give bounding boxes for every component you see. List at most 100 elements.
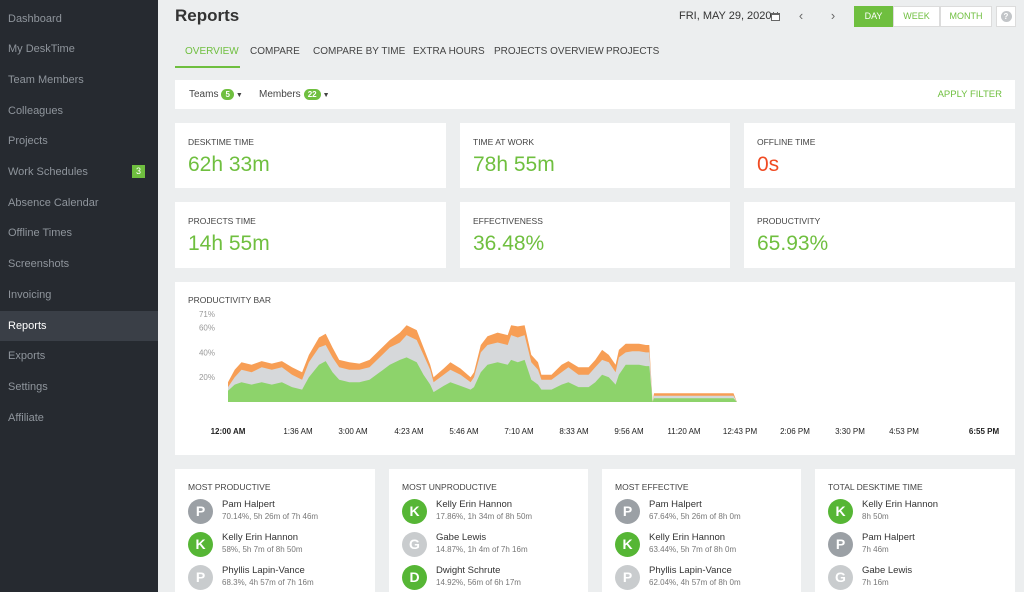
list-item[interactable]: K Kelly Erin Hannon 63.44%, 5h 7m of 8h 0m bbox=[615, 532, 795, 564]
teams-count-badge: 5 bbox=[221, 89, 234, 100]
tab-compare[interactable]: COMPARE bbox=[250, 46, 300, 57]
avatar: P bbox=[188, 565, 213, 590]
sidebar-item-screenshots[interactable]: Screenshots bbox=[0, 249, 158, 279]
list-title: MOST UNPRODUCTIVE bbox=[402, 482, 497, 492]
y-tick-label: 71% bbox=[199, 310, 215, 319]
x-tick-label: 3:00 AM bbox=[338, 427, 368, 436]
caret-down-icon: ▼ bbox=[322, 92, 330, 99]
tab-overview[interactable]: OVERVIEW bbox=[185, 46, 239, 57]
range-toggle: DAY WEEK MONTH bbox=[854, 6, 992, 27]
stat-value: 0s bbox=[757, 153, 780, 176]
apply-filter-button[interactable]: APPLY FILTER bbox=[937, 89, 1002, 100]
list-item[interactable]: K Kelly Erin Hannon 8h 50m bbox=[828, 499, 1008, 531]
sidebar-item-dashboard[interactable]: Dashboard bbox=[0, 4, 158, 34]
person-detail: 58%, 5h 7m of 8h 50m bbox=[222, 545, 303, 554]
date-label[interactable]: FRI, MAY 29, 2020 bbox=[679, 10, 772, 22]
most-effective-card: MOST EFFECTIVE P Pam Halpert 67.64%, 5h 26… bbox=[602, 469, 801, 592]
x-tick-label: 12:43 PM bbox=[723, 427, 758, 436]
x-tick-label: 5:46 AM bbox=[449, 427, 479, 436]
avatar: G bbox=[402, 532, 427, 557]
x-tick-label: 6:55 PM bbox=[969, 427, 1000, 436]
x-tick-label: 9:56 AM bbox=[614, 427, 644, 436]
list-item[interactable]: P Phyllis Lapin-Vance 62.04%, 4h 57m of 8h… bbox=[615, 565, 795, 592]
sidebar-item-label: Colleagues bbox=[8, 105, 64, 117]
stat-card-desktime-time: DESKTIME TIME 62h 33m bbox=[175, 123, 446, 188]
notification-badge: 3 bbox=[132, 165, 145, 178]
filter-bar: Teams 5 ▼ Members 22 ▼ APPLY FILTER bbox=[175, 80, 1015, 109]
person-detail: 8h 50m bbox=[862, 512, 889, 521]
productivity-bar-chart[interactable]: 71% 60% 40% 20% 12:00 AM 1:36 AM 3:00 AM 4:23 A… bbox=[175, 282, 1015, 455]
avatar: D bbox=[402, 565, 427, 590]
range-month-button[interactable]: MONTH bbox=[940, 6, 992, 27]
teams-filter-label: Teams bbox=[189, 89, 219, 100]
calendar-icon[interactable] bbox=[771, 12, 780, 21]
sidebar-item-projects[interactable]: Projects bbox=[0, 126, 158, 156]
stat-label: TIME AT WORK bbox=[473, 137, 535, 147]
list-item[interactable]: P Phyllis Lapin-Vance 68.3%, 4h 57m of 7h … bbox=[188, 565, 368, 592]
list-item[interactable]: P Pam Halpert 7h 46m bbox=[828, 532, 1008, 564]
sidebar-item-label: Dashboard bbox=[8, 13, 62, 25]
sidebar-item-my-desktime[interactable]: My DeskTime bbox=[0, 34, 158, 64]
stat-card-productivity: PRODUCTIVITY 65.93% bbox=[744, 202, 1015, 268]
tab-projects[interactable]: PROJECTS bbox=[606, 46, 660, 57]
sidebar-item-work-schedules[interactable]: Work Schedules 3 bbox=[0, 157, 158, 187]
list-item[interactable]: K Kelly Erin Hannon 58%, 5h 7m of 8h 50m bbox=[188, 532, 368, 564]
sidebar-item-colleagues[interactable]: Colleagues bbox=[0, 96, 158, 126]
person-name: Gabe Lewis bbox=[862, 565, 913, 576]
sidebar-item-label: My DeskTime bbox=[8, 43, 75, 55]
sidebar-item-affiliate[interactable]: Affiliate bbox=[0, 403, 158, 433]
stat-label: EFFECTIVENESS bbox=[473, 216, 543, 226]
list-item[interactable]: P Pam Halpert 70.14%, 5h 26m of 7h 46m bbox=[188, 499, 368, 531]
active-tab-indicator bbox=[175, 66, 240, 68]
x-tick-label: 4:23 AM bbox=[394, 427, 424, 436]
list-item[interactable]: K Kelly Erin Hannon 17.86%, 1h 34m of 8h 5… bbox=[402, 499, 582, 531]
members-filter[interactable]: Members 22 ▼ bbox=[259, 89, 330, 100]
sidebar-item-label: Reports bbox=[8, 320, 47, 332]
sidebar-item-label: Team Members bbox=[8, 74, 84, 86]
list-item[interactable]: G Gabe Lewis 14.87%, 1h 4m of 7h 16m bbox=[402, 532, 582, 564]
list-item[interactable]: P Pam Halpert 67.64%, 5h 26m of 8h 0m bbox=[615, 499, 795, 531]
sidebar-item-settings[interactable]: Settings bbox=[0, 372, 158, 402]
avatar: P bbox=[188, 499, 213, 524]
avatar: K bbox=[188, 532, 213, 557]
person-name: Kelly Erin Hannon bbox=[222, 532, 299, 543]
sidebar-item-label: Offline Times bbox=[8, 227, 72, 239]
sidebar-item-label: Projects bbox=[8, 135, 48, 147]
sidebar-item-absence-calendar[interactable]: Absence Calendar bbox=[0, 188, 158, 218]
teams-filter[interactable]: Teams 5 ▼ bbox=[189, 89, 243, 100]
stat-value: 78h 55m bbox=[473, 153, 555, 176]
sidebar-item-label: Screenshots bbox=[8, 258, 70, 270]
person-detail: 70.14%, 5h 26m of 7h 46m bbox=[222, 512, 319, 521]
avatar: K bbox=[615, 532, 640, 557]
members-filter-label: Members bbox=[259, 89, 301, 100]
list-title: MOST PRODUCTIVE bbox=[188, 482, 271, 492]
members-count-badge: 22 bbox=[303, 89, 321, 100]
next-day-button[interactable]: › bbox=[830, 8, 836, 23]
tab-extra-hours[interactable]: EXTRA HOURS bbox=[413, 46, 485, 57]
stat-value: 62h 33m bbox=[188, 153, 270, 176]
stat-value: 14h 55m bbox=[188, 232, 270, 255]
person-detail: 63.44%, 5h 7m of 8h 0m bbox=[649, 545, 737, 554]
stat-card-time-at-work: TIME AT WORK 78h 55m bbox=[460, 123, 730, 188]
sidebar-item-invoicing[interactable]: Invoicing bbox=[0, 280, 158, 310]
sidebar-item-reports[interactable]: Reports bbox=[0, 311, 158, 341]
stat-value: 36.48% bbox=[473, 232, 545, 255]
stat-card-effectiveness: EFFECTIVENESS 36.48% bbox=[460, 202, 730, 268]
sidebar-item-team-members[interactable]: Team Members bbox=[0, 65, 158, 95]
series-productive-area[interactable] bbox=[228, 357, 737, 402]
tab-projects-overview[interactable]: PROJECTS OVERVIEW bbox=[494, 46, 604, 57]
list-item[interactable]: D Dwight Schrute 14.92%, 56m of 6h 17m bbox=[402, 565, 582, 592]
sidebar-item-offline-times[interactable]: Offline Times bbox=[0, 218, 158, 248]
range-week-button[interactable]: WEEK bbox=[893, 6, 940, 27]
y-tick-label: 20% bbox=[199, 373, 215, 382]
previous-day-button[interactable]: ‹ bbox=[798, 8, 804, 23]
help-button[interactable]: ? bbox=[996, 6, 1016, 27]
y-tick-label: 60% bbox=[199, 324, 215, 333]
tab-compare-by-time[interactable]: COMPARE BY TIME bbox=[313, 46, 406, 57]
x-tick-label: 8:33 AM bbox=[559, 427, 589, 436]
sidebar-item-exports[interactable]: Exports bbox=[0, 341, 158, 371]
list-item[interactable]: G Gabe Lewis 7h 16m bbox=[828, 565, 1008, 592]
avatar: G bbox=[828, 565, 853, 590]
range-day-button[interactable]: DAY bbox=[854, 6, 893, 27]
person-name: Kelly Erin Hannon bbox=[436, 499, 513, 510]
